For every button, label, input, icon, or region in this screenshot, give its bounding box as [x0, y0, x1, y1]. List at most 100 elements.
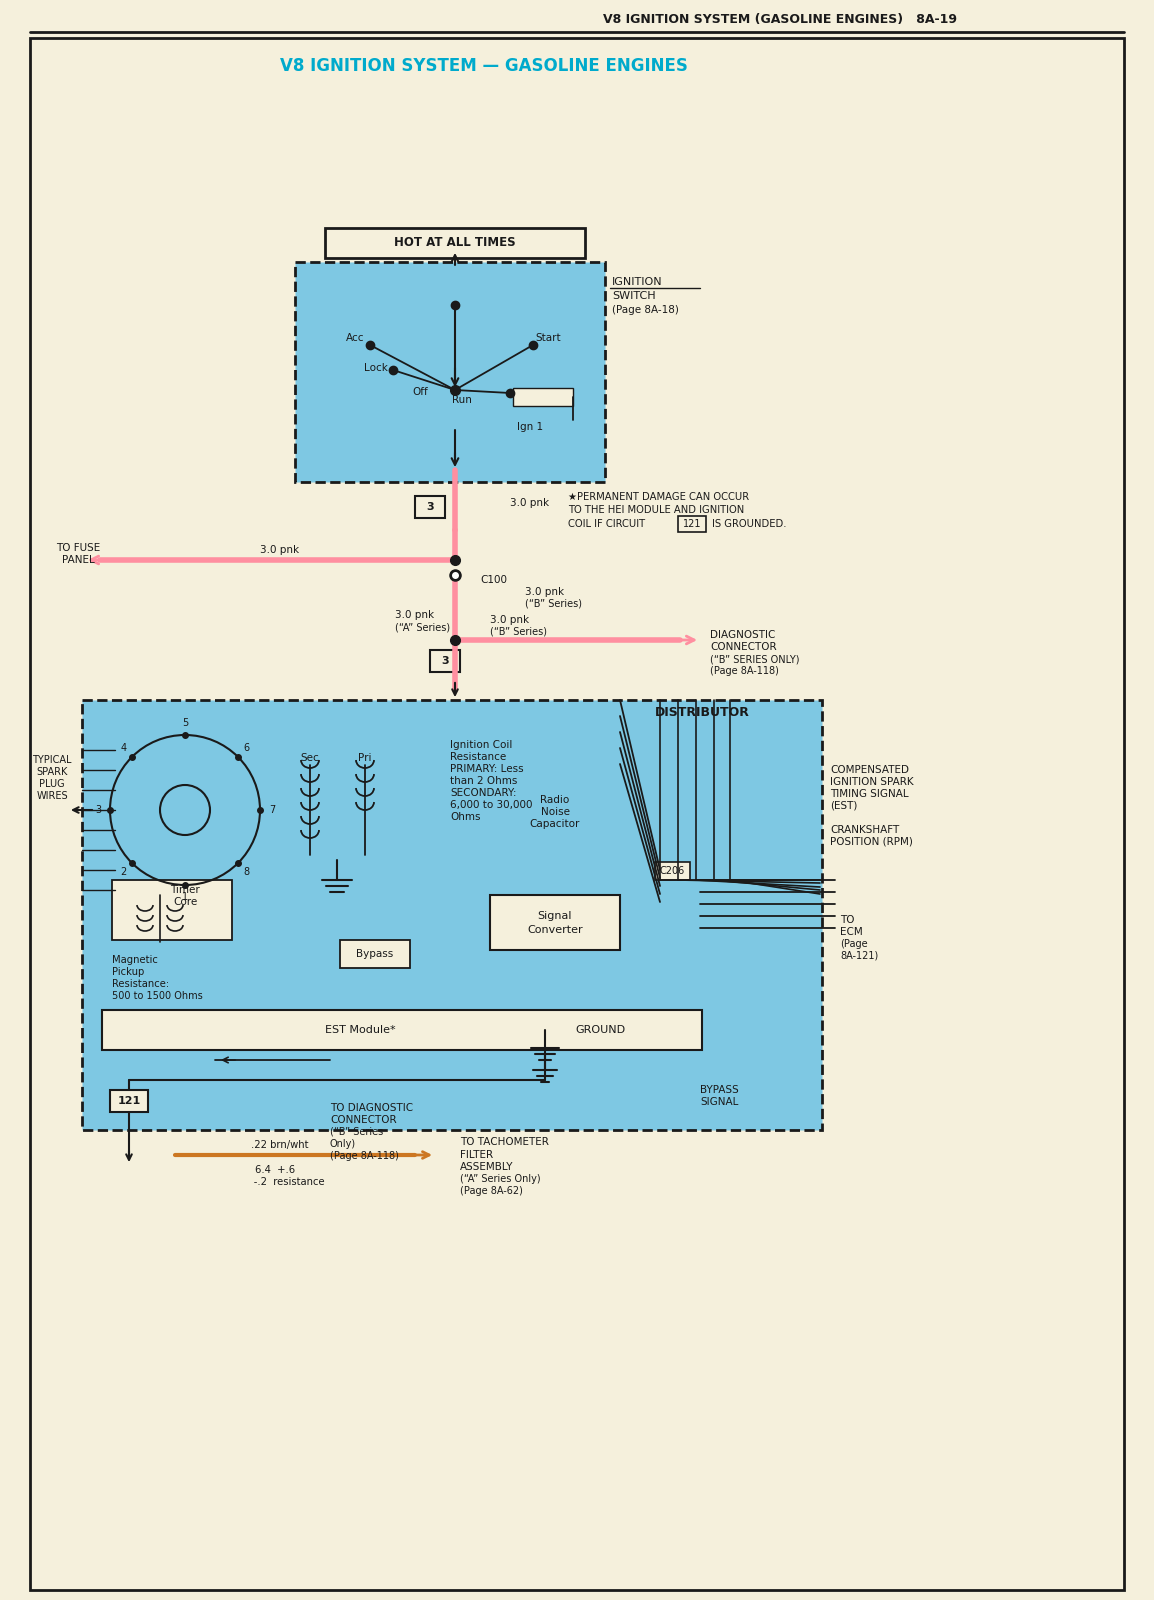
Text: 3: 3	[426, 502, 434, 512]
Text: TO TACHOMETER: TO TACHOMETER	[460, 1138, 549, 1147]
Text: -.2  resistance: -.2 resistance	[235, 1178, 324, 1187]
Text: SIGNAL: SIGNAL	[700, 1098, 739, 1107]
Text: ECM: ECM	[840, 926, 863, 938]
Text: Pri: Pri	[358, 754, 372, 763]
Text: FILTER: FILTER	[460, 1150, 493, 1160]
Text: SECONDARY:: SECONDARY:	[450, 787, 517, 798]
Text: POSITION (RPM): POSITION (RPM)	[830, 837, 913, 846]
Text: .22 brn/wht: .22 brn/wht	[252, 1139, 309, 1150]
Text: V8 IGNITION SYSTEM — GASOLINE ENGINES: V8 IGNITION SYSTEM — GASOLINE ENGINES	[280, 58, 688, 75]
Text: ASSEMBLY: ASSEMBLY	[460, 1162, 514, 1171]
FancyBboxPatch shape	[655, 862, 690, 880]
FancyBboxPatch shape	[102, 1010, 702, 1050]
Text: TYPICAL: TYPICAL	[32, 755, 72, 765]
Text: 6.4  +.6: 6.4 +.6	[255, 1165, 295, 1174]
Text: (EST): (EST)	[830, 802, 857, 811]
Text: 3.0 pnk: 3.0 pnk	[261, 546, 300, 555]
Text: 5: 5	[182, 718, 188, 728]
Text: (Page 8A-62): (Page 8A-62)	[460, 1186, 523, 1197]
Text: 3.0 pnk: 3.0 pnk	[395, 610, 434, 619]
Text: 1: 1	[182, 893, 188, 902]
Text: Ign 1: Ign 1	[517, 422, 544, 432]
Text: WIRES: WIRES	[36, 790, 68, 802]
FancyBboxPatch shape	[82, 701, 822, 1130]
Text: CONNECTOR: CONNECTOR	[330, 1115, 397, 1125]
Text: 8: 8	[243, 867, 249, 877]
FancyBboxPatch shape	[295, 262, 605, 482]
Text: PRIMARY: Less: PRIMARY: Less	[450, 765, 524, 774]
FancyBboxPatch shape	[514, 387, 574, 406]
Text: Capacitor: Capacitor	[530, 819, 580, 829]
Text: EST Module*: EST Module*	[324, 1026, 396, 1035]
Text: Ignition Coil: Ignition Coil	[450, 739, 512, 750]
FancyBboxPatch shape	[110, 1090, 148, 1112]
Text: Sec: Sec	[301, 754, 320, 763]
Text: CONNECTOR: CONNECTOR	[710, 642, 777, 653]
Text: SWITCH: SWITCH	[612, 291, 655, 301]
Text: 3: 3	[441, 656, 449, 666]
Text: (Page 8A-18): (Page 8A-18)	[612, 306, 679, 315]
FancyBboxPatch shape	[325, 227, 585, 258]
Text: GROUND: GROUND	[575, 1026, 625, 1035]
Text: Converter: Converter	[527, 925, 583, 934]
Text: C100: C100	[480, 574, 507, 586]
Text: Signal: Signal	[538, 910, 572, 922]
Text: IGNITION: IGNITION	[612, 277, 662, 286]
Text: TIMING SIGNAL: TIMING SIGNAL	[830, 789, 908, 798]
Text: (“B” Series: (“B” Series	[330, 1126, 383, 1138]
Text: 500 to 1500 Ohms: 500 to 1500 Ohms	[112, 990, 203, 1002]
Text: Only): Only)	[330, 1139, 357, 1149]
Text: 121: 121	[683, 518, 702, 530]
Text: COMPENSATED: COMPENSATED	[830, 765, 909, 774]
Text: Resistance:: Resistance:	[112, 979, 170, 989]
Text: IS GROUNDED.: IS GROUNDED.	[712, 518, 787, 530]
Text: Acc: Acc	[346, 333, 365, 342]
FancyBboxPatch shape	[112, 880, 232, 939]
Text: (Page 8A-118): (Page 8A-118)	[710, 666, 779, 675]
Text: than 2 Ohms: than 2 Ohms	[450, 776, 517, 786]
Text: 2: 2	[120, 867, 127, 877]
Text: Pickup: Pickup	[112, 966, 144, 978]
Text: 6: 6	[243, 744, 249, 754]
Text: DIAGNOSTIC: DIAGNOSTIC	[710, 630, 775, 640]
Text: Magnetic: Magnetic	[112, 955, 158, 965]
Text: TO DIAGNOSTIC: TO DIAGNOSTIC	[330, 1102, 413, 1114]
Text: HOT AT ALL TIMES: HOT AT ALL TIMES	[395, 237, 516, 250]
Text: CRANKSHAFT: CRANKSHAFT	[830, 826, 899, 835]
Text: Ohms: Ohms	[450, 813, 480, 822]
Text: COIL IF CIRCUIT: COIL IF CIRCUIT	[568, 518, 645, 530]
Text: ★PERMANENT DAMAGE CAN OCCUR: ★PERMANENT DAMAGE CAN OCCUR	[568, 493, 749, 502]
Text: TO: TO	[840, 915, 854, 925]
FancyBboxPatch shape	[340, 939, 410, 968]
Text: C206: C206	[659, 866, 684, 877]
Text: Off: Off	[412, 387, 428, 397]
Text: Start: Start	[535, 333, 561, 342]
Text: (Page 8A-118): (Page 8A-118)	[330, 1150, 399, 1162]
Text: (“B” SERIES ONLY): (“B” SERIES ONLY)	[710, 654, 800, 664]
Text: (“B” Series): (“B” Series)	[490, 627, 547, 637]
FancyBboxPatch shape	[415, 496, 445, 518]
Text: SPARK: SPARK	[36, 766, 68, 778]
Text: 3.0 pnk: 3.0 pnk	[510, 498, 549, 509]
Text: IGNITION SPARK: IGNITION SPARK	[830, 778, 914, 787]
Text: 8A-121): 8A-121)	[840, 950, 878, 962]
Text: Core: Core	[173, 898, 197, 907]
Text: (Page: (Page	[840, 939, 868, 949]
Text: 3.0 pnk: 3.0 pnk	[490, 614, 530, 626]
Text: Resistance: Resistance	[450, 752, 507, 762]
Text: TO THE HEI MODULE AND IGNITION: TO THE HEI MODULE AND IGNITION	[568, 506, 744, 515]
Text: 4: 4	[120, 744, 127, 754]
Text: TO FUSE: TO FUSE	[55, 542, 100, 554]
Text: Timer: Timer	[170, 885, 200, 894]
FancyBboxPatch shape	[490, 894, 620, 950]
Text: BYPASS: BYPASS	[700, 1085, 739, 1094]
Text: Lock: Lock	[364, 363, 388, 373]
Text: (“A” Series Only): (“A” Series Only)	[460, 1174, 540, 1184]
Text: Bypass: Bypass	[357, 949, 394, 958]
Text: (“A” Series): (“A” Series)	[395, 622, 450, 632]
Text: DISTRIBUTOR: DISTRIBUTOR	[655, 706, 750, 718]
Text: Noise: Noise	[540, 806, 570, 818]
Text: 3: 3	[95, 805, 102, 814]
Text: PLUG: PLUG	[39, 779, 65, 789]
FancyBboxPatch shape	[430, 650, 460, 672]
